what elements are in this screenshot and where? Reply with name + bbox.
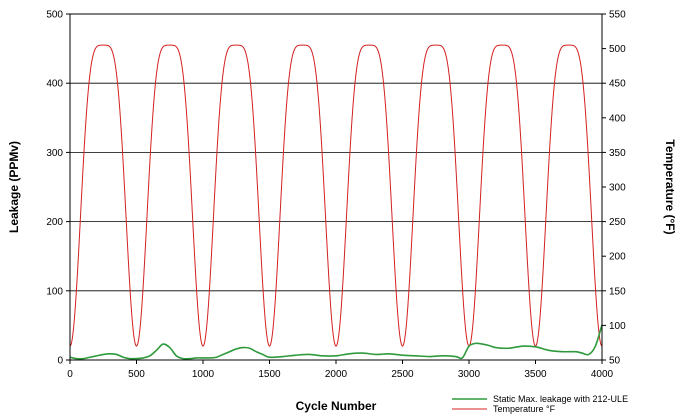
x-tick-label: 2500 [391, 369, 414, 380]
y-tick-label: 200 [46, 217, 63, 228]
y2-tick-label: 400 [609, 113, 626, 124]
y2-tick-label: 500 [609, 44, 626, 55]
temperature-series [69, 44, 603, 347]
legend-label-temperature: Temperature °F [493, 404, 556, 414]
y2-tick-label: 250 [609, 217, 626, 228]
y-tick-label: 300 [46, 148, 63, 159]
x-tick-label: 4000 [591, 369, 614, 380]
y-tick-label: 500 [46, 10, 63, 21]
y-tick-label: 400 [46, 79, 63, 90]
y2-tick-label: 150 [609, 286, 626, 297]
x-tick-label: 0 [67, 369, 73, 380]
leakage-line [69, 324, 603, 360]
leakage-series [69, 324, 603, 360]
y2-tick-label: 450 [609, 79, 626, 90]
x-tick-label: 500 [128, 369, 145, 380]
x-tick-label: 3000 [458, 369, 481, 380]
temperature-line [69, 44, 603, 347]
y2-tick-label: 200 [609, 252, 626, 263]
y-axis-ticks: 0 100 200 300 400 500 [46, 10, 70, 367]
x-tick-label: 2000 [325, 369, 348, 380]
grid-lines [70, 82, 602, 292]
y2-tick-label: 350 [609, 148, 626, 159]
y2-tick-label: 50 [609, 356, 621, 367]
x-tick-label: 1500 [258, 369, 281, 380]
plot-frame [69, 13, 603, 361]
x-tick-label: 1000 [192, 369, 215, 380]
y2-axis-title: Temperature (°F) [663, 139, 677, 234]
x-tick-label: 3500 [524, 369, 547, 380]
legend-label-leakage: Static Max. leakage with 212-ULE [493, 394, 628, 404]
y-tick-label: 100 [46, 286, 63, 297]
x-axis-title: Cycle Number [296, 399, 377, 413]
y2-axis-ticks: 50 100 150 200 250 300 350 400 450 500 550 [602, 10, 626, 367]
y2-tick-label: 550 [609, 10, 626, 21]
legend: Static Max. leakage with 212-ULE Tempera… [452, 394, 628, 414]
y2-tick-label: 300 [609, 183, 626, 194]
y-tick-label: 0 [57, 356, 63, 367]
y-axis-title: Leakage (PPMv) [7, 141, 21, 233]
x-axis-ticks: 0 500 1000 1500 2000 2500 3000 3500 4000 [67, 360, 614, 380]
y2-tick-label: 100 [609, 321, 626, 332]
